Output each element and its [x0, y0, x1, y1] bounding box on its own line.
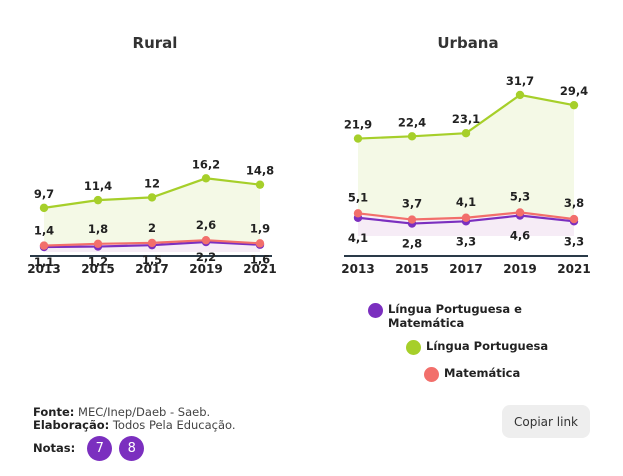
- label-math-2019: 2,6: [196, 218, 216, 232]
- point-math-2015: [407, 215, 417, 224]
- label-lp-and-math-2021: 3,3: [564, 234, 584, 248]
- label-lp-2021: 14,8: [246, 164, 274, 178]
- point-math-2013: [39, 241, 49, 250]
- label-lp-and-math-2013: 1,1: [34, 255, 54, 269]
- point-lp-2021: [569, 100, 579, 110]
- label-math-2021: 1,9: [250, 221, 270, 235]
- legend-swatch-math: [424, 367, 439, 382]
- source-label: Fonte:: [33, 405, 75, 419]
- legend-item-math[interactable]: Matemática: [424, 366, 520, 382]
- lp-area: [44, 178, 260, 252]
- point-lp-2017: [461, 129, 471, 138]
- legend-swatch-lp: [406, 340, 421, 355]
- label-lp-and-math-2017: 3,3: [456, 234, 476, 248]
- notes-line: Notas: 7 8: [33, 436, 145, 461]
- x-tick-2021: 2021: [243, 262, 276, 276]
- label-math-2013: 1,4: [34, 224, 54, 238]
- label-math-2017: 4,1: [456, 195, 476, 209]
- label-lp-2019: 16,2: [192, 157, 220, 171]
- label-lp-and-math-2019: 2,2: [196, 250, 216, 264]
- elaboration-label: Elaboração:: [33, 418, 110, 432]
- x-tick-2019: 2019: [503, 262, 536, 276]
- point-math-2021: [255, 239, 265, 248]
- legend-swatch-lp-and-math: [368, 303, 383, 318]
- label-lp-2019: 31,7: [506, 74, 534, 88]
- label-lp-2017: 12: [144, 176, 160, 190]
- copy-link-button[interactable]: Copiar link: [502, 405, 590, 438]
- elaboration-line: Elaboração: Todos Pela Educação.: [33, 419, 236, 432]
- point-lp-2013: [39, 203, 49, 213]
- note-badge-7[interactable]: 7: [87, 436, 113, 461]
- legend-item-lp[interactable]: Língua Portuguesa: [406, 339, 548, 355]
- label-math-2021: 3,8: [564, 196, 584, 210]
- label-lp-2017: 23,1: [452, 112, 480, 126]
- legend-label-lp: Língua Portuguesa: [426, 339, 549, 353]
- chart-urbana: Urbana 4,1 2,8 3,3 4,6 3,3 5,1 3,7 4,1 5,3 3,8 21,9…: [341, 34, 590, 276]
- x-tick-2017: 2017: [449, 262, 482, 276]
- chart-title: Rural: [133, 34, 178, 52]
- lp-area: [358, 94, 574, 236]
- x-tick-2013: 2013: [341, 262, 374, 276]
- x-tick-2015: 2015: [395, 262, 428, 276]
- label-math-2013: 5,1: [348, 190, 368, 204]
- elaboration-text: Todos Pela Educação.: [112, 418, 236, 432]
- label-lp-and-math-2021: 1,6: [250, 253, 270, 267]
- point-math-2015: [93, 239, 103, 249]
- x-tick-2017: 2017: [135, 262, 168, 276]
- label-math-2015: 3,7: [402, 197, 422, 211]
- point-math-2017: [461, 213, 471, 222]
- x-tick-2015: 2015: [81, 262, 114, 276]
- label-lp-2015: 22,4: [398, 115, 426, 129]
- chart-title: Urbana: [437, 34, 498, 52]
- point-lp-2021: [255, 180, 265, 189]
- legend-item-lp-and-math[interactable]: Língua Portuguesa e Matemática: [368, 302, 528, 330]
- label-lp-and-math-2019: 4,6: [510, 229, 530, 243]
- label-lp-2013: 21,9: [344, 118, 372, 132]
- point-lp-2019: [201, 174, 211, 183]
- point-lp-2015: [407, 132, 417, 141]
- x-tick-2021: 2021: [557, 262, 590, 276]
- point-math-2013: [353, 209, 363, 218]
- source-line: Fonte: MEC/Inep/Daeb - Saeb.: [33, 406, 210, 419]
- label-math-2017: 2: [148, 221, 156, 235]
- x-tick-2013: 2013: [27, 262, 60, 276]
- label-lp-and-math-2015: 2,8: [402, 237, 422, 251]
- legend-label-math: Matemática: [444, 366, 521, 380]
- label-math-2015: 1,8: [88, 222, 108, 236]
- label-lp-and-math-2013: 4,1: [348, 231, 368, 245]
- x-tick-2019: 2019: [189, 262, 222, 276]
- chart-rural: Rural 1,1 1,2 1,5 2,2 1,6 1,4 1,8 2 2,6 1,9 9,7 11,4…: [27, 34, 276, 276]
- point-lp-2013: [353, 134, 363, 143]
- legend-label-lp-and-math: Língua Portuguesa e Matemática: [388, 302, 522, 330]
- label-lp-2021: 29,4: [560, 84, 588, 98]
- source-text: MEC/Inep/Daeb - Saeb.: [78, 405, 211, 419]
- label-lp-and-math-2017: 1,5: [142, 253, 162, 267]
- notes-label: Notas:: [33, 441, 76, 455]
- point-math-2021: [569, 214, 579, 224]
- point-lp-2019: [515, 90, 525, 100]
- point-math-2017: [147, 238, 157, 248]
- label-lp-2015: 11,4: [84, 179, 112, 193]
- point-math-2019: [201, 235, 211, 245]
- point-math-2019: [515, 208, 525, 217]
- note-badge-8[interactable]: 8: [119, 436, 145, 461]
- point-lp-2015: [93, 195, 103, 205]
- label-lp-2013: 9,7: [34, 187, 54, 201]
- point-lp-2017: [147, 193, 157, 202]
- label-math-2019: 5,3: [510, 189, 530, 203]
- label-lp-and-math-2015: 1,2: [88, 255, 108, 269]
